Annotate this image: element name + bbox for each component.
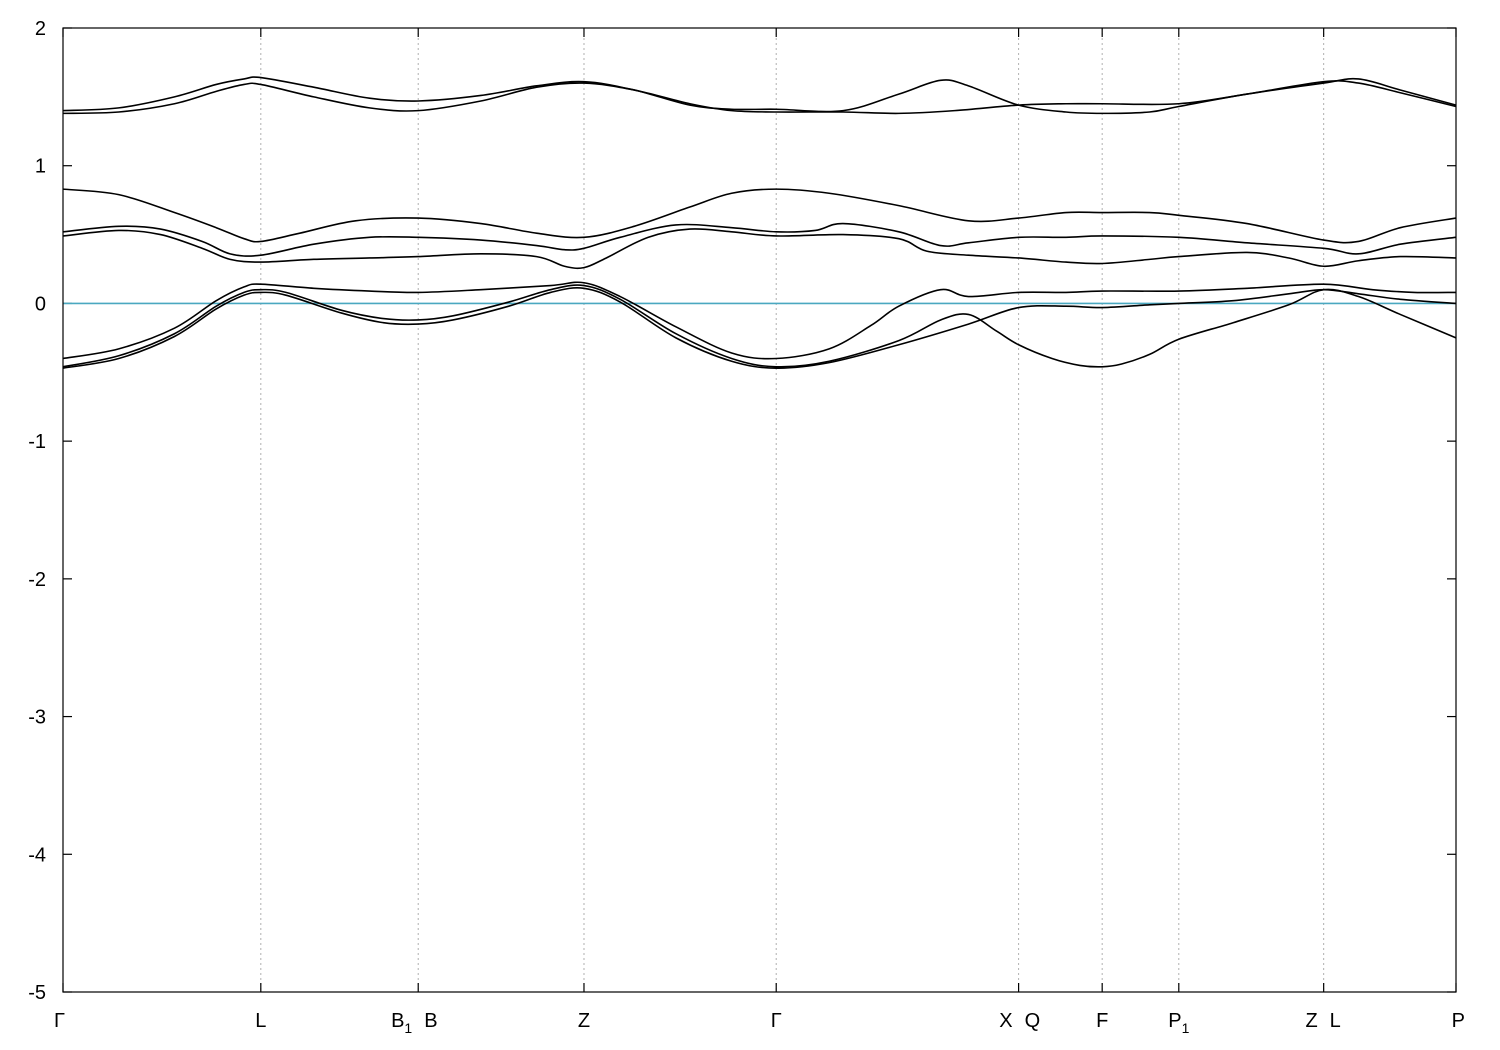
x-axis-kpoint-labels: Γ L B1 B Z Γ X Q F P1 Z L P (54, 28, 1465, 1036)
y-axis: 2 1 0 -1 -2 -3 -4 -5 (28, 18, 1456, 1004)
y-tick-label: -1 (28, 431, 46, 453)
y-tick-label: -2 (28, 569, 46, 591)
kpoint-label: B1 (391, 1010, 412, 1036)
y-tick-label: -4 (28, 844, 46, 866)
kpoint-label: Z (578, 1010, 590, 1032)
kpoint-label: Q (1025, 1010, 1041, 1032)
y-tick-label: 1 (35, 156, 46, 178)
kpoint-label: Γ (54, 1010, 65, 1032)
kpoint-label: P1 (1168, 1010, 1189, 1036)
band-line-1 (62, 287, 1457, 369)
kpoint-label: Z (1305, 1010, 1317, 1032)
band-line-6 (62, 188, 1457, 244)
band-line-2 (62, 284, 1457, 368)
kpoint-label: Γ (771, 1010, 782, 1032)
y-tick-label: -3 (28, 707, 46, 729)
band-line-3 (62, 281, 1457, 360)
band-line-5 (62, 222, 1457, 257)
kpoint-label: L (255, 1010, 266, 1032)
kpoint-label: L (1330, 1010, 1341, 1032)
kpoint-label: X (999, 1010, 1012, 1032)
band-line-4 (62, 228, 1457, 270)
kpoint-label: P (1452, 1010, 1465, 1032)
y-tick-label: 0 (35, 293, 46, 315)
kpoint-label: F (1096, 1010, 1108, 1032)
high-symmetry-gridlines (260, 28, 1325, 992)
y-tick-label: 2 (35, 18, 46, 40)
bands (62, 76, 1457, 369)
kpoint-label: B (424, 1010, 437, 1032)
plot-frame (62, 27, 1457, 993)
band-line-8 (62, 76, 1457, 115)
y-tick-label: -5 (28, 982, 46, 1004)
